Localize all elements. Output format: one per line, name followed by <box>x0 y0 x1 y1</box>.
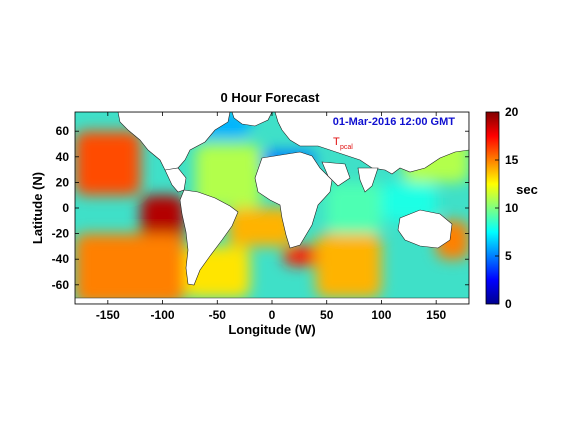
x-tick-label: 0 <box>269 308 276 322</box>
field-region-8 <box>326 182 382 234</box>
colorbar-ticks: 20 15 10 5 0 <box>495 105 519 311</box>
field-region-0 <box>75 131 141 196</box>
colorbar-tick-label: 5 <box>505 249 512 263</box>
land-south-america <box>179 189 239 286</box>
field-region-7 <box>315 233 382 298</box>
land-greenland <box>231 112 273 127</box>
x-tick-label: 100 <box>371 308 391 322</box>
colorbar-tick-label: 15 <box>505 153 519 167</box>
forecast-timestamp: 01-Mar-2016 12:00 GMT <box>333 116 456 128</box>
variable-subscript: pcal <box>340 144 353 151</box>
y-tick-label: -40 <box>52 252 70 266</box>
field-region-5 <box>228 208 294 247</box>
y-tick-label: 20 <box>56 175 70 189</box>
land-australia <box>397 209 453 249</box>
field-region-2 <box>75 233 185 304</box>
map-plot-area: -150 -100 -50 0 50 100 150 60 40 20 0 -20 -40 -60 <box>52 111 470 322</box>
colorbar-label: sec <box>516 182 538 197</box>
y-tick-label: -20 <box>52 227 70 241</box>
y-axis-label: Latitude (N) <box>30 172 45 244</box>
land-india <box>357 167 379 193</box>
y-tick-label: -60 <box>52 278 70 292</box>
x-axis-ticks: -150 -100 -50 0 50 100 150 <box>96 112 446 322</box>
variable-symbol: T <box>333 136 340 148</box>
x-tick-label: 150 <box>426 308 446 322</box>
y-tick-label: 0 <box>62 201 69 215</box>
land-arabia <box>321 161 351 187</box>
chart-title: 0 Hour Forecast <box>221 90 321 105</box>
land-africa <box>254 151 333 249</box>
colorbar-tick-label: 20 <box>505 105 519 119</box>
land-masses <box>75 112 469 304</box>
x-axis-label: Longitude (W) <box>228 322 315 337</box>
x-tick-label: -150 <box>96 308 120 322</box>
y-tick-label: 60 <box>56 124 70 138</box>
x-tick-label: -100 <box>151 308 175 322</box>
colorbar: 20 15 10 5 0 sec <box>485 105 538 311</box>
y-tick-label: 40 <box>56 150 70 164</box>
y-axis-ticks: 60 40 20 0 -20 -40 -60 <box>52 124 469 292</box>
land-eurasia <box>274 112 469 175</box>
field-region-4 <box>195 144 262 208</box>
colorbar-tick-label: 10 <box>505 201 519 215</box>
x-tick-label: -50 <box>209 308 227 322</box>
x-tick-label: 50 <box>320 308 334 322</box>
wave-period-field <box>75 112 469 304</box>
colorbar-tick-label: 0 <box>505 297 512 311</box>
variable-label: T pcal <box>333 136 353 151</box>
